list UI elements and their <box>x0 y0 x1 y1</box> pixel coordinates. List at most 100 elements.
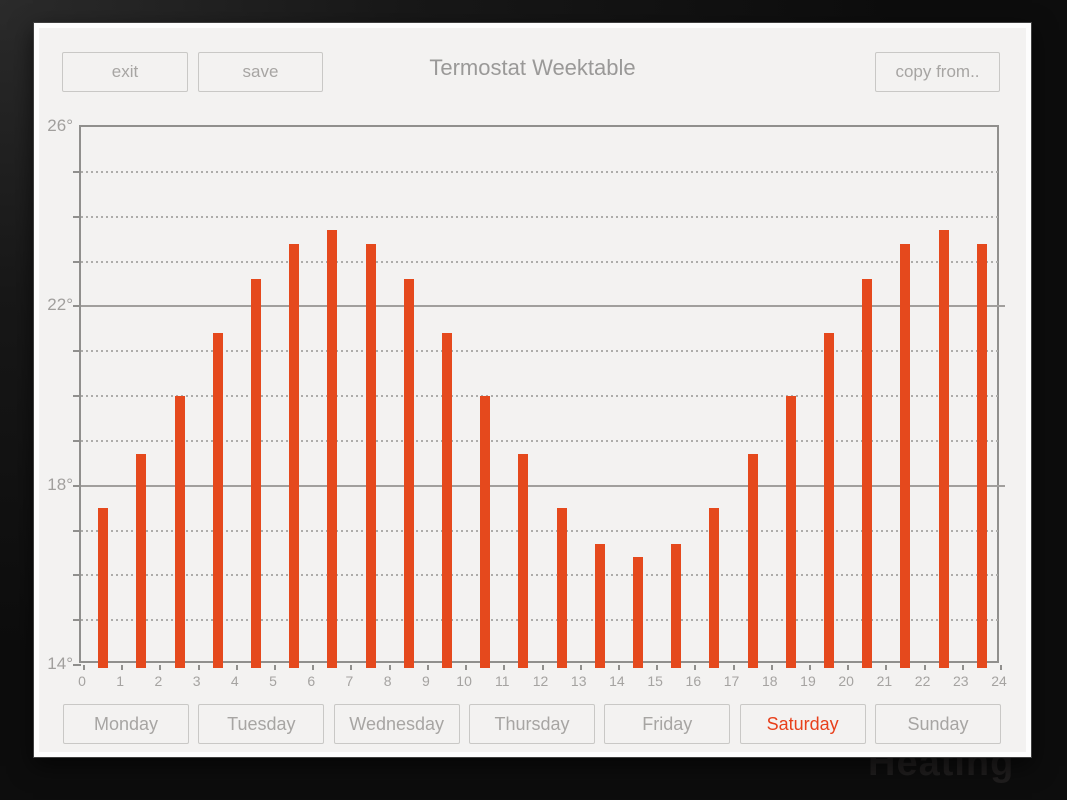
day-tab-monday[interactable]: Monday <box>63 704 189 744</box>
x-axis-tick-24 <box>1000 665 1002 670</box>
x-axis-tick-15 <box>656 665 659 670</box>
temperature-bar-hour-11[interactable] <box>518 454 529 668</box>
minor-gridline-17 <box>81 529 1001 532</box>
temperature-bar-hour-6[interactable] <box>327 230 338 668</box>
minor-gridline-25 <box>81 170 1001 173</box>
x-axis-label-1: 1 <box>116 673 125 689</box>
x-axis-tick-19 <box>808 665 811 670</box>
x-axis-tick-20 <box>847 665 850 670</box>
x-axis-tick-0 <box>83 665 85 670</box>
y-axis-tick-19 <box>73 439 81 442</box>
x-axis-label-13: 13 <box>570 673 587 689</box>
y-axis-tick-25 <box>73 170 81 173</box>
copy-from-button[interactable]: copy from.. <box>875 52 1000 92</box>
x-axis-label-4: 4 <box>230 673 239 689</box>
day-tab-sunday[interactable]: Sunday <box>874 704 1001 744</box>
x-axis-label-3: 3 <box>192 673 201 689</box>
y-axis-label-18: 18° <box>47 474 73 494</box>
x-axis-label-19: 19 <box>800 673 816 689</box>
x-axis-label-10: 10 <box>456 673 472 689</box>
day-tab-friday[interactable]: Friday <box>604 704 731 744</box>
x-axis-label-17: 17 <box>723 673 740 689</box>
y-axis-label-14: 14° <box>47 654 73 673</box>
temperature-bar-hour-2[interactable] <box>174 396 185 668</box>
temperature-bar-hour-12[interactable] <box>556 508 567 668</box>
temperature-bar-hour-8[interactable] <box>403 279 414 668</box>
temperature-bar-hour-4[interactable] <box>250 279 261 668</box>
x-axis-label-0: 0 <box>78 673 86 689</box>
y-axis-tick-20 <box>73 395 81 397</box>
temperature-bar-hour-19[interactable] <box>824 333 835 668</box>
major-gridline-22 <box>81 305 1005 308</box>
minor-gridline-21 <box>81 350 1001 353</box>
exit-button[interactable]: exit <box>62 52 188 92</box>
x-axis-label-5: 5 <box>269 673 277 689</box>
temperature-bar-hour-22[interactable] <box>938 230 949 668</box>
x-axis-tick-4 <box>235 665 238 670</box>
x-axis-tick-16 <box>694 665 697 670</box>
save-button[interactable]: save <box>198 52 323 92</box>
x-axis-label-20: 20 <box>838 673 854 689</box>
x-axis-label-16: 16 <box>685 673 702 689</box>
temperature-bar-hour-14[interactable] <box>633 557 644 668</box>
temperature-bar-hour-13[interactable] <box>594 543 605 668</box>
minor-gridline-19 <box>81 439 1001 442</box>
x-axis-label-23: 23 <box>952 673 969 689</box>
minor-gridline-23 <box>81 260 1001 263</box>
x-axis-tick-9 <box>426 665 429 670</box>
x-axis-label-22: 22 <box>914 673 931 689</box>
minor-gridline-16 <box>81 574 1001 577</box>
temperature-bar-hour-16[interactable] <box>709 508 720 668</box>
temperature-bar-hour-15[interactable] <box>671 543 682 668</box>
day-tab-tuesday[interactable]: Tuesday <box>198 704 325 744</box>
x-axis-label-12: 12 <box>532 673 549 689</box>
y-axis-tick-21 <box>73 350 81 353</box>
x-axis-tick-18 <box>770 665 773 670</box>
minor-gridline-24 <box>81 215 1001 218</box>
temperature-bar-hour-21[interactable] <box>900 243 911 668</box>
x-axis-label-11: 11 <box>495 673 510 689</box>
day-tab-saturday[interactable]: Saturday <box>739 704 866 744</box>
x-axis-tick-10 <box>465 665 468 670</box>
x-axis-label-9: 9 <box>421 673 430 689</box>
x-axis-label-2: 2 <box>154 673 163 689</box>
page-title: Termostat Weektable <box>429 55 636 80</box>
temperature-bar-hour-3[interactable] <box>212 333 223 668</box>
temperature-bar-hour-5[interactable] <box>289 243 300 668</box>
x-axis-label-14: 14 <box>609 673 625 689</box>
x-axis-tick-7 <box>350 665 353 670</box>
x-axis-tick-1 <box>121 665 124 670</box>
day-tabs: Monday Tuesday Wednesday Thursday Friday… <box>63 704 1001 744</box>
x-axis-label-7: 7 <box>345 673 354 689</box>
x-axis-tick-3 <box>197 665 200 670</box>
y-axis-tick-18 <box>73 484 81 487</box>
temperature-bar-hour-7[interactable] <box>365 243 376 668</box>
x-axis-tick-13 <box>579 665 582 670</box>
x-axis-tick-17 <box>732 665 735 670</box>
x-axis-tick-14 <box>617 665 620 670</box>
y-axis-tick-16 <box>73 574 81 577</box>
day-tab-wednesday[interactable]: Wednesday <box>333 704 460 744</box>
day-tab-thursday[interactable]: Thursday <box>468 704 595 744</box>
x-axis-tick-21 <box>885 665 888 670</box>
y-axis-tick-17 <box>73 529 81 532</box>
temperature-bar-hour-10[interactable] <box>480 396 491 668</box>
y-axis-tick-24 <box>73 215 81 218</box>
temperature-bar-hour-17[interactable] <box>747 454 758 668</box>
temperature-bar-hour-0[interactable] <box>98 508 109 668</box>
x-axis-tick-22 <box>923 665 926 670</box>
temperature-bar-hour-1[interactable] <box>136 454 147 668</box>
temperature-bar-hour-20[interactable] <box>862 279 873 668</box>
x-axis-label-6: 6 <box>307 673 316 689</box>
temperature-bar-hour-18[interactable] <box>785 396 796 668</box>
x-axis-label-24: 24 <box>991 673 1007 689</box>
y-axis-label-22: 22° <box>47 295 73 315</box>
temperature-bar-hour-23[interactable] <box>976 243 987 668</box>
minor-gridline-20 <box>81 395 1001 397</box>
y-axis-tick-15 <box>73 619 81 622</box>
temperature-bar-hour-9[interactable] <box>441 333 452 668</box>
weektable-chart-plot-area <box>73 125 1005 670</box>
thermostat-weektable-window: exit save Termostat Weektable copy from.… <box>33 22 1032 758</box>
x-axis-tick-8 <box>388 665 391 670</box>
y-axis-label-26: 26° <box>47 116 73 135</box>
